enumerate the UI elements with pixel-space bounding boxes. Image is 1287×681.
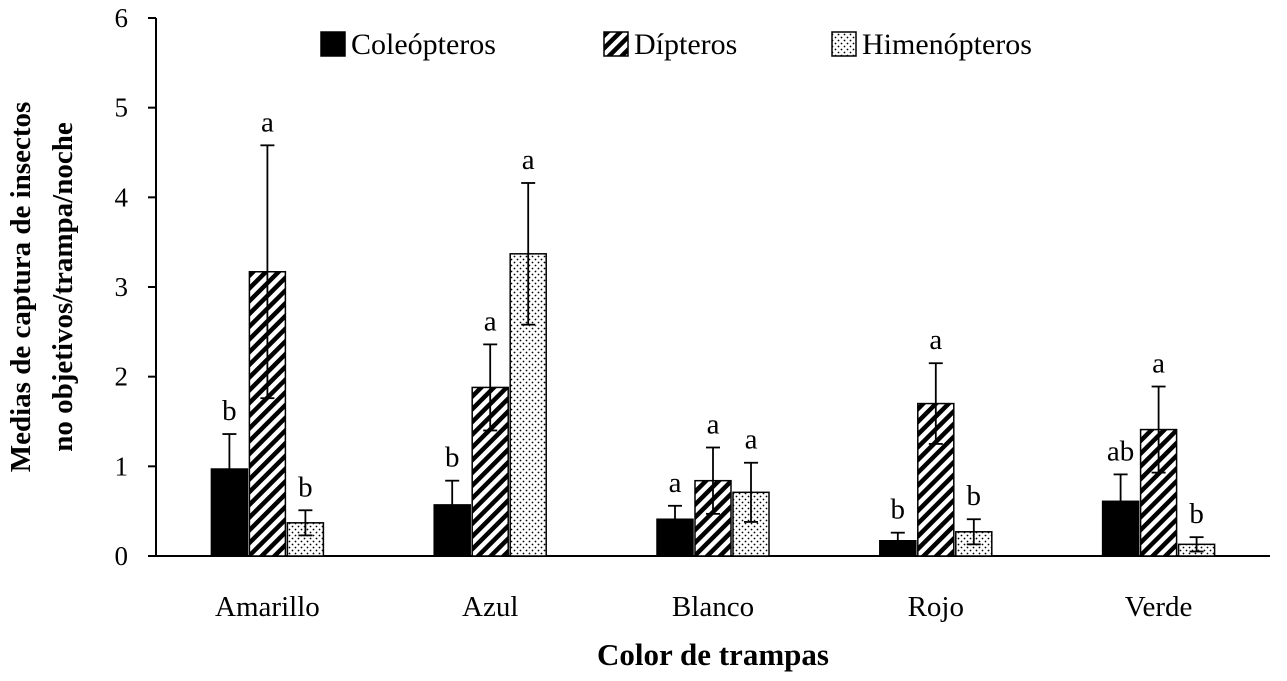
y-axis-ticks: 0 1 2 3 4 5 6	[115, 3, 156, 571]
x-axis-title: Color de trampas	[597, 637, 829, 672]
y-axis-title-line-2: no objetivos/trampa/noche	[47, 122, 79, 452]
significance-label: b	[967, 480, 982, 512]
significance-label: a	[1152, 348, 1165, 380]
legend: Coleópteros Dípteros Himenópteros	[320, 28, 1032, 61]
category-labels-group: Amarillo Azul Blanco Rojo Verde	[215, 591, 1192, 623]
y-tick-label: 1	[115, 451, 129, 481]
significance-label: b	[445, 442, 460, 474]
significance-label: a	[484, 305, 497, 337]
bars-group	[210, 253, 1216, 557]
y-tick-label: 2	[115, 362, 129, 392]
x-category-label: Verde	[1125, 591, 1193, 623]
y-tick-label: 6	[115, 3, 129, 33]
y-tick-label: 4	[115, 182, 129, 212]
significance-label: a	[669, 467, 682, 499]
y-axis-title-line-1: Medias de captura de insectos	[5, 102, 37, 473]
significance-label: b	[298, 471, 313, 503]
legend-swatch-dipteros	[603, 31, 629, 57]
y-tick-label: 3	[115, 272, 129, 302]
error-bars-group	[222, 144, 1204, 553]
significance-label: b	[891, 494, 906, 526]
significance-label: a	[745, 424, 758, 456]
x-category-label: Amarillo	[215, 591, 320, 623]
significance-label: a	[522, 144, 535, 176]
significance-label: a	[261, 106, 274, 138]
significance-label: b	[222, 395, 237, 427]
x-category-label: Azul	[462, 591, 518, 623]
legend-swatch-coleopteros	[320, 31, 346, 57]
legend-label-dipteros: Dípteros	[634, 28, 737, 61]
legend-label-himenopteros: Himenópteros	[862, 28, 1032, 61]
significance-label: a	[707, 409, 720, 441]
legend-label-coleopteros: Coleópteros	[351, 28, 496, 61]
significance-label: a	[929, 324, 942, 356]
x-category-label: Blanco	[672, 591, 754, 623]
y-tick-label: 5	[115, 93, 129, 123]
legend-swatch-himenopteros	[831, 31, 857, 57]
significance-label: ab	[1107, 435, 1134, 467]
significance-label: b	[1189, 498, 1204, 530]
x-category-label: Rojo	[908, 591, 964, 623]
y-tick-label: 0	[115, 541, 129, 571]
